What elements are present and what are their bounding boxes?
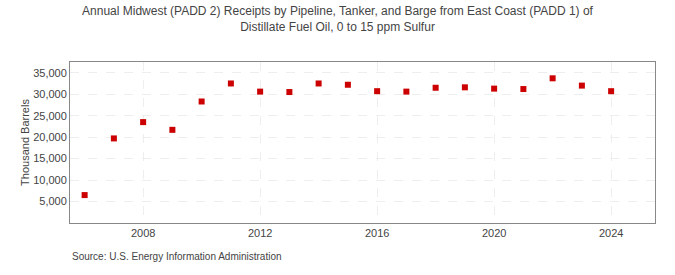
svg-text:Annual Midwest (PADD 2) Receip: Annual Midwest (PADD 2) Receipts by Pipe… (82, 4, 594, 34)
svg-text:15,000: 15,000 (33, 152, 67, 164)
svg-text:20,000: 20,000 (33, 131, 67, 143)
svg-text:35,000: 35,000 (33, 67, 67, 79)
svg-text:2008: 2008 (131, 227, 155, 239)
svg-text:2020: 2020 (482, 227, 506, 239)
svg-text:Source: U.S. Energy Informatio: Source: U.S. Energy Information Administ… (72, 251, 282, 262)
svg-text:25,000: 25,000 (33, 110, 67, 122)
svg-text:10,000: 10,000 (33, 174, 67, 186)
svg-text:30,000: 30,000 (33, 88, 67, 100)
svg-text:2024: 2024 (599, 227, 623, 239)
svg-text:Thousand Barrels: Thousand Barrels (19, 99, 31, 186)
svg-text:2012: 2012 (248, 227, 272, 239)
svg-text:2016: 2016 (365, 227, 389, 239)
svg-text:5,000: 5,000 (39, 195, 67, 207)
